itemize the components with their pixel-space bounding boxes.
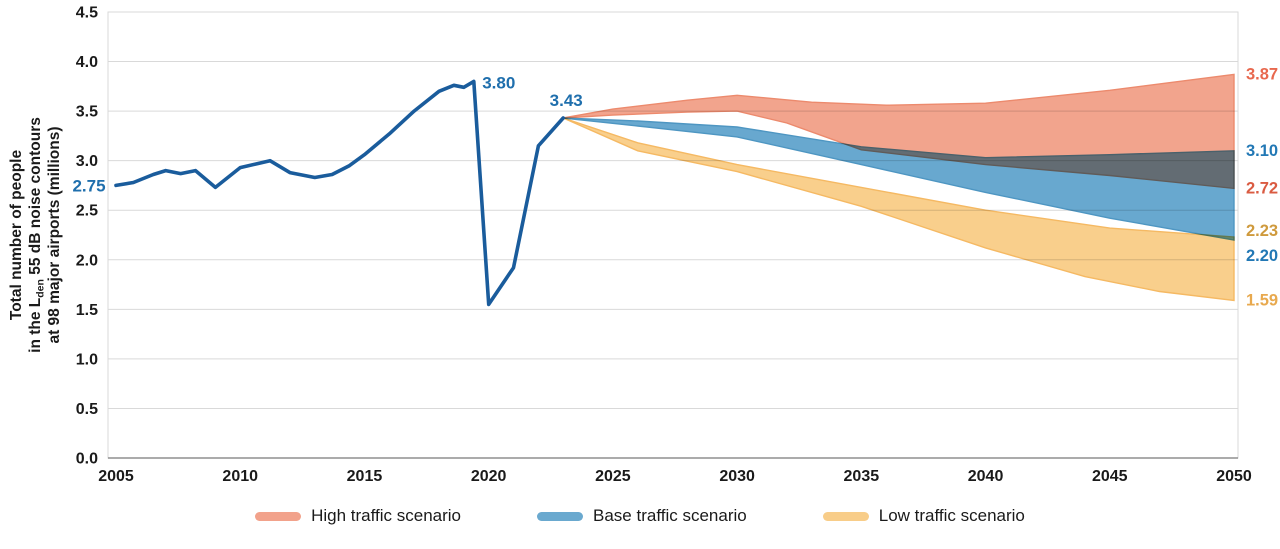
legend-label-high-traffic: High traffic scenario [311,506,462,525]
legend-label-low-traffic: Low traffic scenario [878,506,1025,525]
x-tick-2040: 2040 [968,468,1004,485]
x-tick-2010: 2010 [222,468,258,485]
y-axis-label-line2: in the Lden 55 dB noise contours [27,117,47,353]
y-tick-4.0: 4.0 [76,54,98,71]
x-tick-2025: 2025 [595,468,631,485]
chart-legend: High traffic scenario Base traffic scena… [0,506,1280,526]
legend-item-low-traffic: Low traffic scenario [822,506,1025,526]
end-value-label-2.20: 2.20 [1246,247,1278,265]
band-low-traffic-scenario [562,117,1235,302]
y-axis-label-line1: Total number of people [8,150,25,321]
x-tick-2050: 2050 [1216,468,1252,485]
y-tick-0.5: 0.5 [76,401,98,418]
band-base-traffic-scenario [563,117,1235,241]
history-line [114,79,565,307]
y-axis-label-line3: at 98 major airports (millions) [46,126,63,343]
legend-item-high-traffic: High traffic scenario [255,506,461,526]
y-tick-0.0: 0.0 [76,451,98,468]
x-tick-2035: 2035 [844,468,880,485]
x-tick-2030: 2030 [719,468,755,485]
x-tick-2045: 2045 [1092,468,1128,485]
x-tick-2005: 2005 [98,468,134,485]
y-tick-1.0: 1.0 [76,351,98,368]
legend-item-base-traffic: Base traffic scenario [537,506,747,526]
value-label-2.75: 2.75 [72,176,105,195]
legend-swatch-low-traffic [822,511,869,521]
y-tick-2.5: 2.5 [76,203,98,220]
legend-label-base-traffic: Base traffic scenario [593,506,747,525]
end-value-label-3.10: 3.10 [1246,142,1278,160]
end-value-label-2.72: 2.72 [1246,179,1278,197]
legend-swatch-base-traffic [537,511,584,521]
end-value-label-1.59: 1.59 [1246,291,1278,309]
y-tick-3.0: 3.0 [76,153,98,170]
value-label-3.80: 3.80 [482,73,515,92]
end-value-label-3.87: 3.87 [1246,65,1278,83]
y-tick-2.0: 2.0 [76,252,98,269]
y-tick-3.5: 3.5 [76,104,98,121]
band-high-traffic-scenario [563,73,1235,190]
y-tick-1.5: 1.5 [76,302,98,319]
value-label-3.43: 3.43 [550,91,583,110]
x-tick-2015: 2015 [347,468,383,485]
y-tick-4.5: 4.5 [76,5,98,22]
noise-contour-forecast-chart: 2.75 3.80 3.43 3.87 3.10 2.72 2.23 2.20 1.59 0.0 0… [8,5,1278,486]
x-tick-2020: 2020 [471,468,507,485]
legend-swatch-high-traffic [255,511,302,521]
end-value-label-2.23: 2.23 [1246,222,1278,240]
